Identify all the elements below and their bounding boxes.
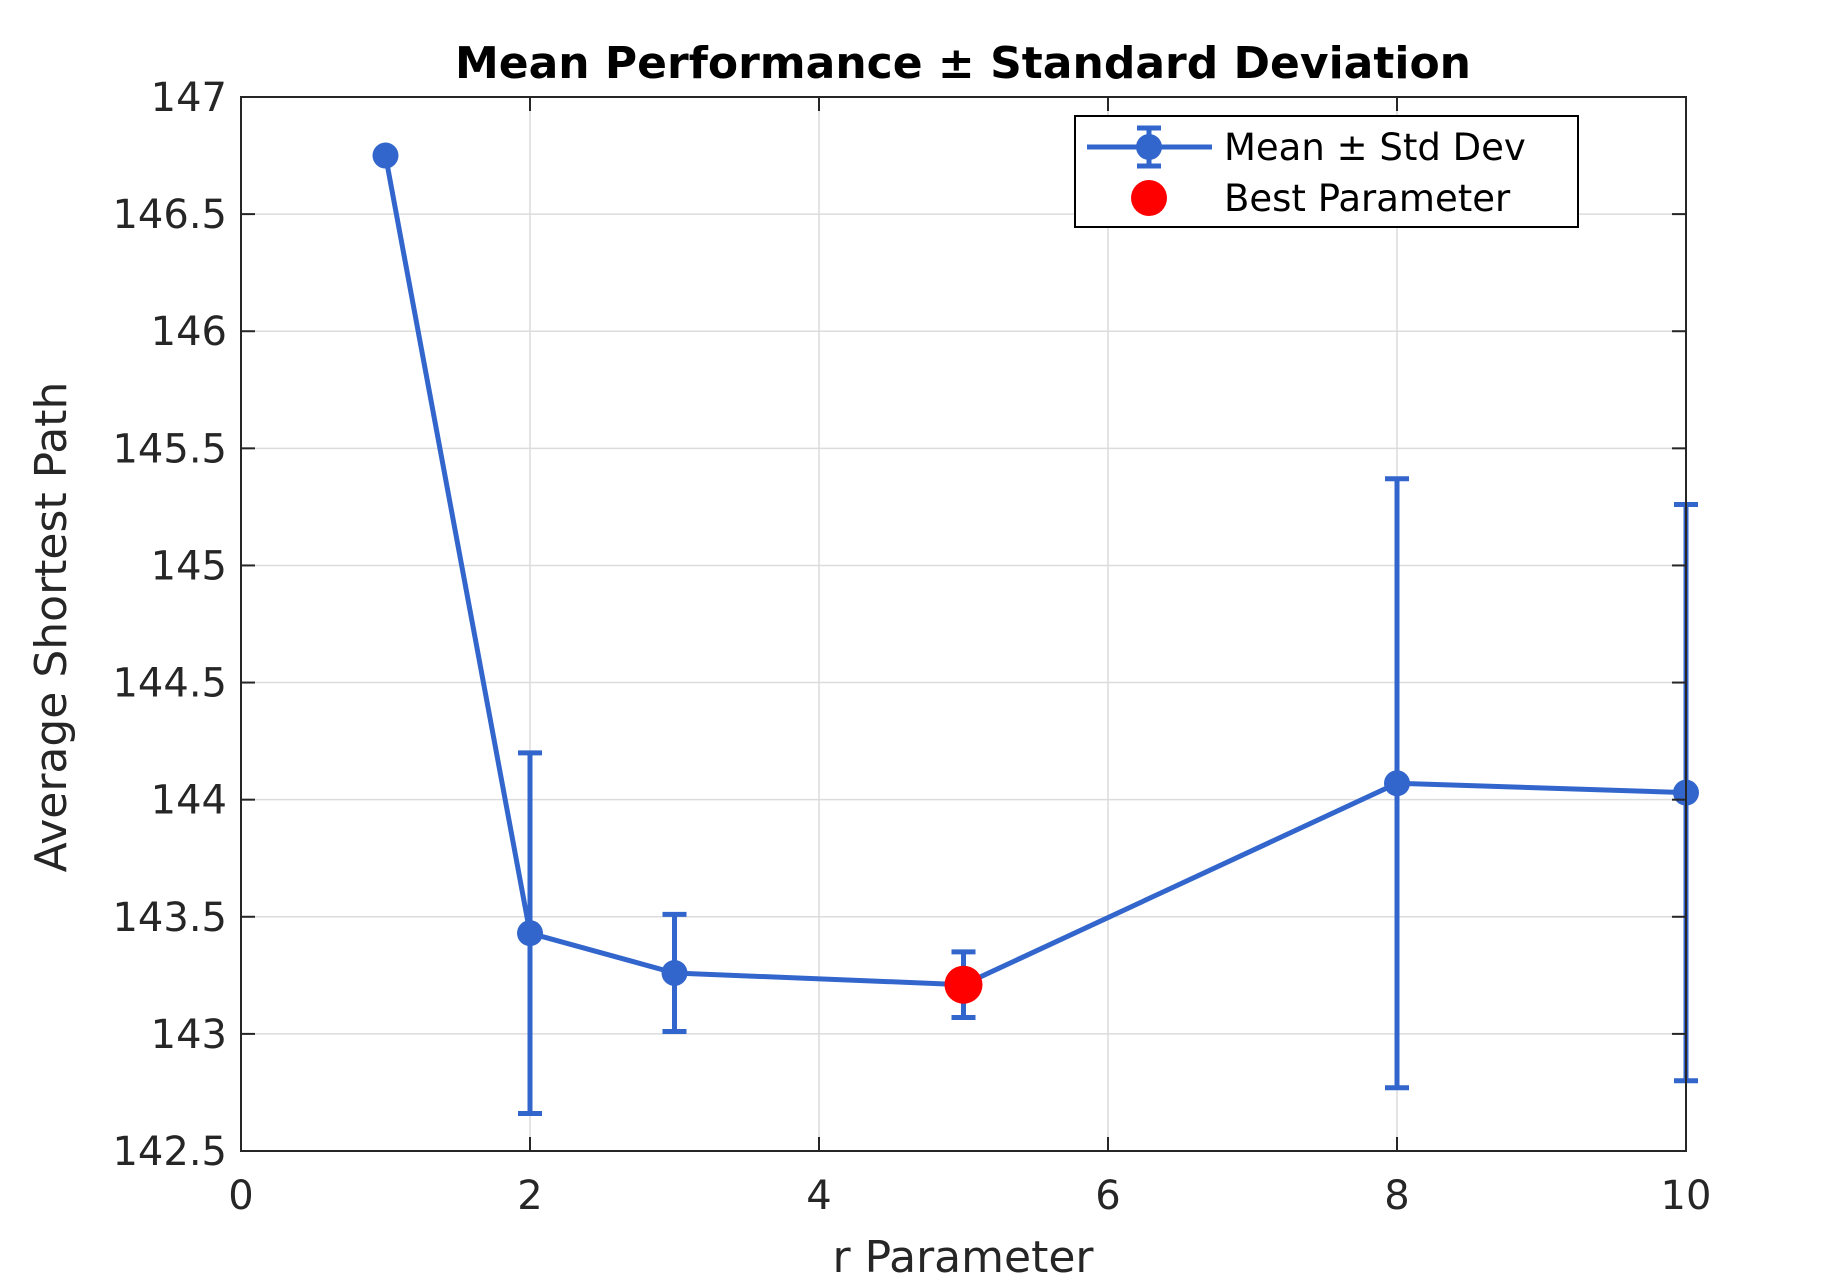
y-tick-label: 145.5 [112, 426, 227, 472]
x-tick-label: 10 [1661, 1173, 1712, 1219]
chart-title: Mean Performance ± Standard Deviation [455, 38, 1471, 89]
y-tick-label: 147 [151, 75, 227, 121]
data-point [661, 959, 688, 986]
x-axis-label: r Parameter [833, 1232, 1095, 1281]
mean-line [383, 155, 1687, 988]
x-tick-labels: 0 2 4 6 8 10 [228, 1173, 1711, 1219]
y-tick-label: 143 [151, 1012, 227, 1058]
best-parameter-marker [944, 965, 983, 1004]
y-tick-label: 145 [151, 543, 227, 589]
y-tick-label: 146 [151, 309, 227, 355]
x-tick-label: 4 [806, 1173, 831, 1219]
y-tick-label: 142.5 [112, 1129, 227, 1175]
legend-best-marker-swatch [1131, 180, 1167, 216]
x-tick-label: 8 [1384, 1173, 1409, 1219]
data-point [517, 920, 543, 947]
legend: Mean ± Std Dev Best Parameter [1074, 115, 1579, 228]
data-point [372, 142, 399, 169]
x-tick-label: 2 [517, 1173, 542, 1219]
y-tick-label: 144 [151, 778, 227, 824]
y-tick-label: 144.5 [112, 661, 227, 707]
legend-label: Mean ± Std Dev [1224, 126, 1526, 169]
plot-frame [240, 96, 1687, 1152]
y-tick-label: 143.5 [112, 895, 227, 941]
legend-entry-best: Best Parameter [1131, 177, 1511, 220]
y-tick-label: 146.5 [112, 192, 227, 238]
legend-marker-swatch [1136, 134, 1162, 160]
x-tick-label: 0 [228, 1173, 253, 1219]
series-line [383, 155, 1687, 988]
x-tick-label: 6 [1095, 1173, 1120, 1219]
data-point [1384, 770, 1410, 797]
legend-entry-mean: Mean ± Std Dev [1087, 125, 1526, 169]
axis-ticks [240, 96, 1687, 1152]
legend-label: Best Parameter [1224, 177, 1511, 220]
y-axis-label: Average Shortest Path [26, 382, 77, 873]
y-tick-labels: 142.5 143 143.5 144 144.5 145 145.5 146 146.5 147 [112, 75, 227, 1175]
